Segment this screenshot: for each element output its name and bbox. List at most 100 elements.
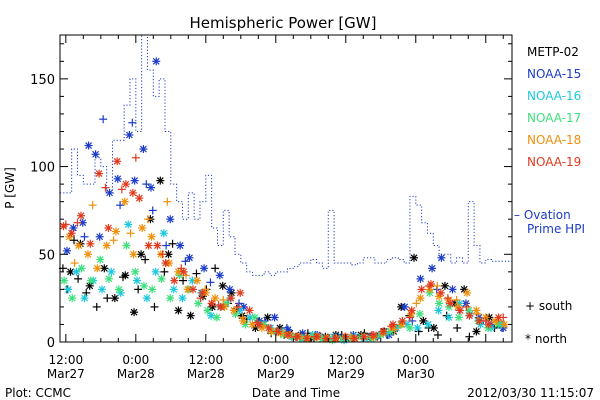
noaa-18-south-point (163, 197, 172, 206)
legend-entry-noaa-16: NOAA-16 (527, 89, 581, 103)
noaa-16-north-point (434, 306, 443, 315)
noaa-18-south-point (144, 215, 153, 224)
noaa-17-north-point (148, 285, 157, 294)
noaa-16-north-point (151, 267, 160, 276)
noaa-19-south-point (214, 301, 223, 310)
metp-02-south-point (150, 302, 159, 311)
noaa-19-south-point (387, 322, 396, 331)
noaa-15-south-point (142, 180, 151, 189)
noaa-19-north-point (389, 320, 398, 329)
noaa-17-north-point (96, 255, 105, 264)
data-points-layer (58, 57, 509, 345)
noaa-19-north-point (226, 294, 235, 303)
x-tick-label-date: Mar28 (117, 367, 155, 381)
noaa-15-north-point (105, 188, 114, 197)
noaa-19-south-point (196, 294, 205, 303)
noaa-19-south-point (233, 302, 242, 311)
noaa-15-south-point (99, 115, 108, 124)
noaa-16-north-point (169, 285, 178, 294)
noaa-19-south-point (481, 316, 490, 325)
noaa-17-north-point (131, 267, 140, 276)
noaa-19-south-point (61, 220, 70, 229)
noaa-17-north-point (77, 264, 86, 273)
noaa-19-north-point (76, 211, 85, 220)
noaa-17-north-point (166, 294, 175, 303)
x-axis-label: Date and Time (252, 386, 340, 400)
noaa-19-north-point (207, 299, 216, 308)
noaa-15-south-point (162, 241, 171, 250)
x-tick-label-date: Mar29 (257, 367, 295, 381)
legend-entry-metp-02: METP-02 (527, 45, 579, 59)
noaa-16-north-point (207, 311, 216, 320)
noaa-15-south-point (80, 232, 89, 241)
noaa-16-north-point (142, 294, 151, 303)
metp-02-south-point (160, 267, 169, 276)
x-tick-label-date: Mar30 (397, 367, 435, 381)
noaa-19-north-point (341, 332, 350, 341)
metp-02-south-point (211, 264, 220, 273)
noaa-18-north-point (500, 320, 509, 329)
noaa-17-north-point (68, 294, 77, 303)
noaa-19-south-point (291, 332, 300, 341)
noaa-19-south-point (310, 332, 319, 341)
legend-north-marker: * north (525, 332, 567, 346)
y-axis-label: P [GW] (3, 167, 17, 209)
noaa-19-south-point (425, 281, 434, 290)
x-tick-label-date: Mar28 (187, 367, 225, 381)
noaa-17-north-point (104, 274, 113, 283)
legend-ovation-line2: Prime HPI (527, 222, 585, 236)
noaa-19-south-point (117, 185, 126, 194)
noaa-19-north-point (188, 285, 197, 294)
noaa-18-south-point (238, 313, 247, 322)
noaa-19-south-point (349, 334, 358, 343)
noaa-17-north-point (157, 274, 166, 283)
noaa-15-north-point (91, 150, 100, 159)
noaa-15-north-point (416, 274, 425, 283)
metp-02-south-point (134, 285, 143, 294)
noaa-18-north-point (463, 288, 472, 297)
metp-02-south-point (453, 323, 462, 332)
noaa-18-north-point (111, 227, 120, 236)
noaa-19-south-point (405, 313, 414, 322)
metp-02-north-point (85, 281, 94, 290)
metp-02-south-point (433, 330, 442, 339)
noaa-17-north-point (454, 313, 463, 322)
metp-02-south-point (103, 294, 112, 303)
noaa-17-north-point (250, 313, 259, 322)
noaa-17-north-point (139, 281, 148, 290)
noaa-19-north-point (86, 239, 95, 248)
noaa-15-south-point (116, 201, 125, 210)
noaa-19-north-point (170, 276, 179, 285)
noaa-15-south-point (148, 206, 157, 215)
metp-02-north-point (130, 308, 139, 317)
noaa-16-north-point (80, 294, 89, 303)
noaa-17-north-point (405, 323, 414, 332)
x-tick-label-date: Mar27 (47, 367, 85, 381)
metp-02-north-point (186, 311, 195, 320)
metp-02-north-point (410, 253, 419, 262)
metp-02-south-point (465, 332, 474, 341)
noaa-18-north-point (174, 267, 183, 276)
metp-02-south-point (141, 255, 150, 264)
noaa-19-north-point (245, 306, 254, 315)
noaa-18-north-point (93, 264, 102, 273)
metp-02-north-point (472, 327, 481, 336)
legend: METP-02 NOAA-15 NOAA-16 NOAA-17 NOAA-18 NOAA-… (514, 45, 585, 346)
noaa-18-south-point (88, 201, 97, 210)
noaa-19-south-point (73, 218, 82, 227)
noaa-15-south-point (282, 323, 291, 332)
noaa-17-north-point (114, 285, 123, 294)
noaa-18-north-point (229, 306, 238, 315)
plot-source-label: Plot: CCMC (5, 386, 71, 400)
noaa-19-north-point (95, 169, 104, 178)
noaa-15-south-point (181, 257, 190, 266)
timestamp-label: 2012/03/30 11:15:07 (467, 386, 594, 400)
ovation-hpi-line (60, 34, 512, 276)
noaa-19-north-point (426, 280, 435, 289)
noaa-15-north-point (448, 285, 457, 294)
noaa-19-north-point (284, 330, 293, 339)
noaa-17-north-point (415, 309, 424, 318)
noaa-19-south-point (131, 153, 140, 162)
y-tick-label: 150 (30, 73, 55, 88)
